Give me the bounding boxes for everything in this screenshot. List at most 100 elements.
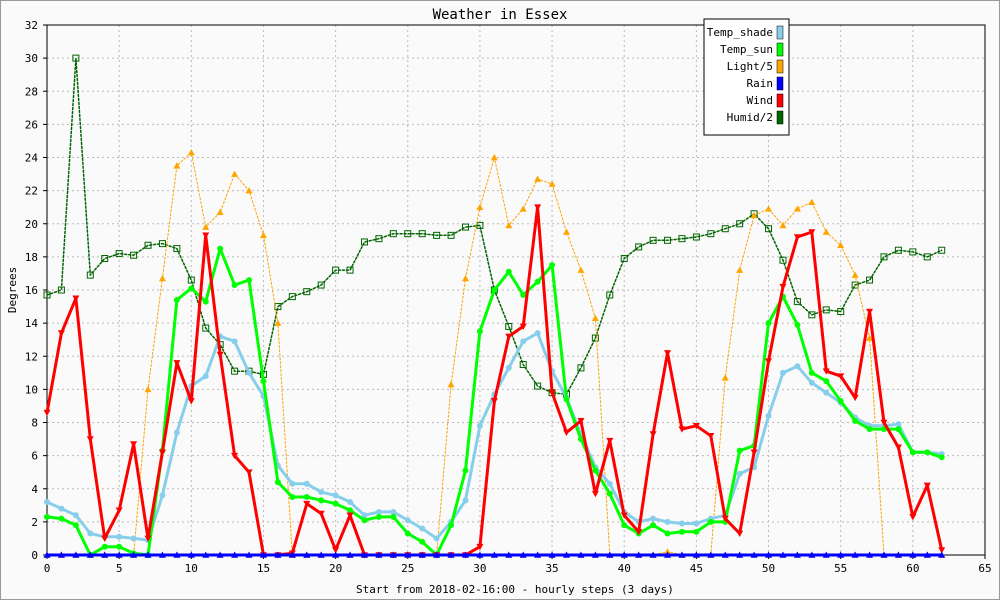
data-point-wind [678, 426, 686, 433]
data-point-temp-sun [621, 522, 628, 529]
data-point-temp-sun [491, 287, 498, 293]
data-point-humid-2 [72, 54, 80, 62]
data-point-humid-2 [317, 281, 325, 289]
data-point-humid-2 [649, 236, 657, 244]
data-point-humid-2 [115, 250, 123, 258]
data-point-humid-2 [519, 361, 527, 369]
legend-swatch [776, 110, 784, 125]
data-point-temp-sun [260, 378, 267, 385]
data-point-wind [101, 535, 109, 542]
data-point-light-5 [822, 228, 830, 235]
data-point-rain [606, 551, 614, 558]
data-point-wind [822, 368, 830, 375]
data-point-rain [591, 551, 599, 558]
data-point-humid-2 [187, 276, 195, 284]
data-point-rain [678, 551, 686, 558]
data-point-temp-sun [866, 426, 873, 433]
data-point-temp-sun [462, 467, 469, 474]
data-point-wind [880, 419, 888, 426]
legend: Temp_shade Temp_sun Light/5 Rain Wind Humid/2 [703, 18, 790, 136]
data-point-temp-shade [87, 530, 94, 537]
data-point-wind [231, 452, 239, 460]
y-tick-label: 30 [25, 52, 38, 65]
data-point-humid-2 [404, 230, 412, 238]
data-point-wind [187, 398, 195, 405]
y-tick-label: 8 [31, 417, 38, 430]
data-point-wind [548, 389, 556, 397]
data-point-wind [793, 234, 801, 241]
data-point-temp-sun [231, 282, 238, 289]
data-point-temp-shade [231, 338, 238, 345]
data-point-light-5 [158, 274, 166, 282]
data-point-temp-shade [44, 499, 50, 505]
data-point-temp-shade [433, 535, 440, 542]
data-point-temp-shade [246, 369, 253, 376]
legend-swatch [776, 93, 784, 108]
data-point-humid-2 [606, 291, 614, 299]
data-point-rain [332, 551, 340, 558]
y-tick-label: 12 [25, 350, 38, 363]
data-point-rain [303, 551, 311, 558]
y-axis-title: Degrees [6, 267, 19, 313]
data-point-wind [130, 441, 138, 448]
data-point-wind [563, 429, 571, 436]
data-point-light-5 [750, 211, 758, 219]
data-point-temp-sun [592, 467, 599, 474]
data-point-humid-2 [591, 334, 599, 342]
legend-swatch [776, 59, 784, 74]
data-point-rain [620, 551, 628, 558]
data-point-light-5 [664, 548, 672, 555]
data-point-temp-sun [116, 543, 123, 550]
data-point-temp-sun [318, 497, 325, 504]
y-tick-label: 20 [25, 218, 38, 231]
data-point-rain [274, 551, 282, 558]
data-point-light-5 [245, 187, 253, 194]
data-point-light-5 [274, 319, 282, 326]
data-point-rain [692, 551, 700, 558]
data-point-wind [202, 232, 210, 239]
data-point-temp-sun [909, 449, 916, 456]
data-point-humid-2 [793, 298, 801, 306]
data-point-rain [346, 551, 354, 558]
data-point-light-5 [548, 180, 556, 187]
data-point-humid-2 [822, 306, 830, 314]
data-point-humid-2 [938, 246, 946, 254]
data-point-light-5 [505, 221, 513, 229]
data-point-humid-2 [86, 271, 94, 279]
y-tick-label: 26 [25, 118, 38, 131]
data-point-temp-shade [462, 497, 469, 504]
data-point-rain [317, 551, 325, 558]
data-point-rain [563, 551, 571, 558]
data-point-temp-sun [448, 522, 455, 529]
data-point-temp-shade [678, 520, 685, 527]
data-point-wind [837, 373, 845, 380]
legend-label: Rain [747, 77, 774, 90]
data-point-wind [866, 308, 874, 316]
data-point-rain [866, 551, 874, 558]
data-point-wind [144, 535, 152, 542]
data-point-wind [707, 432, 715, 440]
data-point-humid-2 [231, 367, 239, 375]
x-tick-label: 20 [329, 562, 342, 575]
data-point-rain [245, 551, 253, 558]
data-point-temp-sun [419, 538, 426, 545]
data-point-temp-shade [779, 369, 786, 376]
data-point-temp-shade [130, 535, 137, 542]
data-point-humid-2 [678, 235, 686, 243]
data-point-wind [72, 295, 80, 302]
data-point-temp-shade [318, 489, 325, 496]
data-point-wind [606, 437, 614, 445]
legend-swatch [776, 76, 784, 91]
data-point-temp-sun [246, 277, 253, 284]
data-point-rain [880, 551, 888, 558]
data-point-rain [418, 551, 426, 558]
data-point-temp-shade [347, 499, 354, 505]
data-point-temp-sun [736, 447, 743, 454]
data-point-temp-shade [534, 330, 541, 337]
data-point-rain [837, 551, 845, 558]
data-point-temp-sun [390, 513, 397, 520]
data-point-temp-shade [361, 512, 368, 519]
y-tick-label: 6 [31, 450, 38, 463]
data-point-humid-2 [635, 243, 643, 251]
